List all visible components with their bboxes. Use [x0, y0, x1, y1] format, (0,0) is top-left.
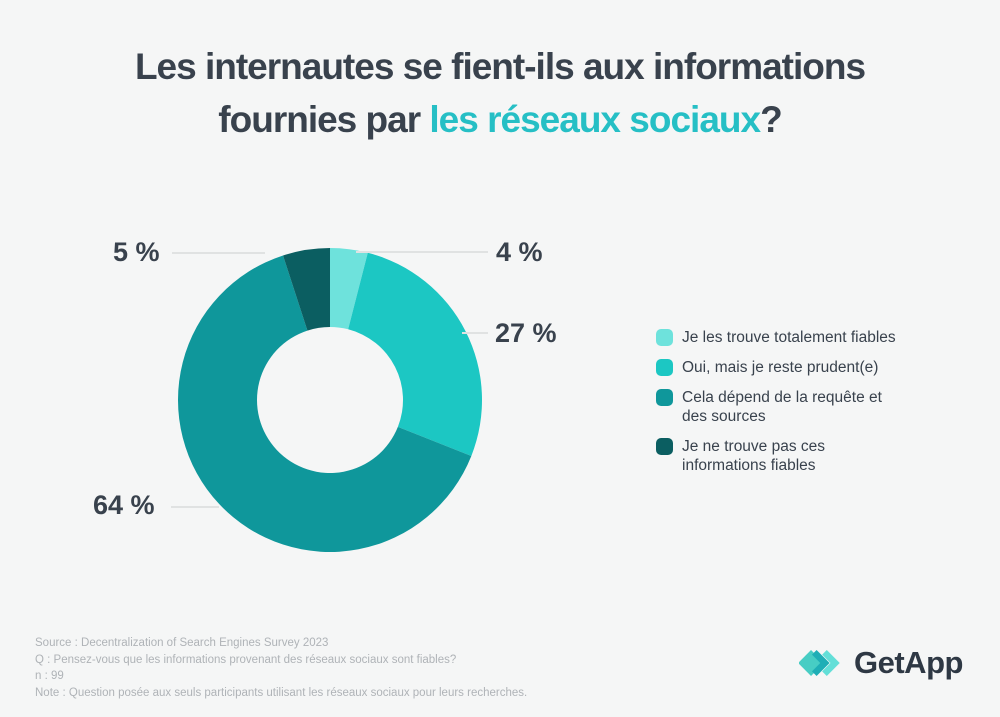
slice-label-27pct: 27 %	[495, 318, 557, 348]
donut-svg	[178, 248, 482, 553]
legend-label: Je ne trouve pas ces informations fiable…	[682, 438, 826, 474]
leader-line-4pct	[356, 251, 488, 253]
slice-label-4pct: 4 %	[496, 237, 543, 267]
legend-item-totalement-fiables: Je les trouve totalement fiables	[656, 328, 916, 347]
legend-label: Cela dépend de la requête et des sources	[682, 389, 882, 425]
legend-swatch-icon	[656, 359, 673, 376]
note-line: Note : Question posée aux seuls particip…	[35, 686, 528, 699]
donut-slice	[178, 255, 472, 553]
legend-item-reste-prudent: Oui, mais je reste prudent(e)	[656, 358, 916, 377]
legend-label: Oui, mais je reste prudent(e)	[682, 359, 879, 376]
donut-slice	[330, 248, 368, 330]
title-line2-suffix: ?	[760, 99, 783, 140]
donut-slice	[283, 248, 330, 331]
donut-slice	[348, 252, 482, 456]
legend-swatch-icon	[656, 438, 673, 455]
leader-line-64pct	[171, 506, 219, 508]
question-line: Q : Pensez-vous que les informations pro…	[35, 653, 457, 666]
leader-line-27pct	[462, 332, 488, 334]
page-title: Les internautes se fient-ils aux informa…	[0, 40, 1000, 146]
slice-label-64pct: 64 %	[93, 490, 155, 520]
title-line2-highlight: les réseaux sociaux	[429, 99, 761, 140]
getapp-logo-icon	[799, 650, 840, 676]
source-line: Source : Decentralization of Search Engi…	[35, 637, 329, 649]
leader-line-5pct	[172, 252, 265, 254]
legend-label: Je les trouve totalement fiables	[682, 329, 896, 346]
legend-swatch-icon	[656, 389, 673, 406]
slice-label-5pct: 5 %	[113, 237, 160, 267]
getapp-logo-text: GetApp	[854, 645, 963, 680]
title-line2-prefix: fournies par	[218, 99, 430, 140]
donut-chart	[170, 240, 490, 560]
getapp-logo: GetApp	[799, 640, 963, 686]
chart-legend: Je les trouve totalement fiables Oui, ma…	[656, 328, 916, 475]
source-notes: Source : Decentralization of Search Engi…	[35, 635, 527, 701]
legend-item-depend-requete: Cela dépend de la requête et des sources	[656, 388, 916, 426]
legend-item-pas-fiables: Je ne trouve pas ces informations fiable…	[656, 437, 916, 475]
sample-line: n : 99	[35, 670, 64, 682]
title-line1: Les internautes se fient-ils aux informa…	[134, 46, 866, 87]
legend-swatch-icon	[656, 329, 673, 346]
